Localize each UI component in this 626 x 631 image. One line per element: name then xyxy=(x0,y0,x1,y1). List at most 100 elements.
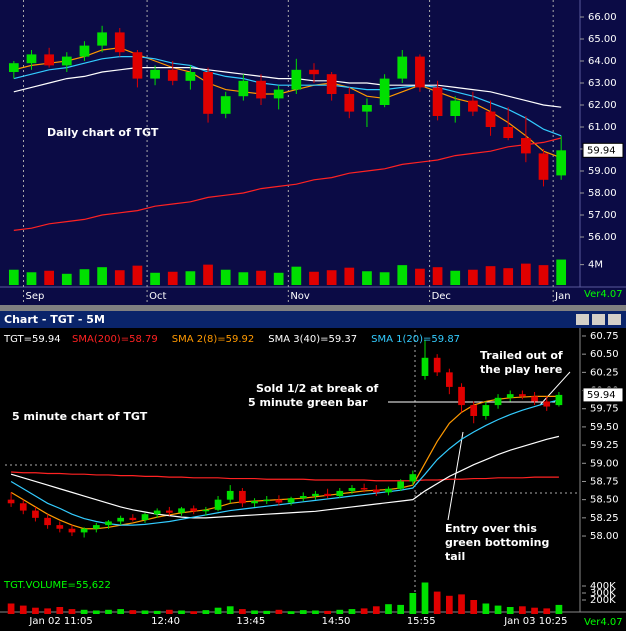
candle-body xyxy=(226,490,234,500)
note: green bottoming xyxy=(445,536,549,549)
y-tick-label: 58.00 xyxy=(588,188,617,199)
candle-body xyxy=(185,72,196,81)
volume-bar xyxy=(132,265,143,285)
volume-bar xyxy=(68,609,76,614)
volume-bar xyxy=(397,604,404,614)
moving-average xyxy=(13,137,562,231)
volume-bar xyxy=(362,271,372,285)
candle-body xyxy=(506,394,514,398)
volume-bar xyxy=(214,607,222,614)
candle-body xyxy=(397,56,408,79)
volume-bar xyxy=(494,605,502,614)
candle-body xyxy=(44,517,51,526)
last-price: 59.94 xyxy=(587,145,616,156)
volume-bar xyxy=(468,269,478,285)
window-header xyxy=(0,311,626,328)
volume-bar xyxy=(56,607,64,614)
candle-body xyxy=(421,357,429,376)
y-tick-label: 66.00 xyxy=(588,12,617,23)
volume-bar xyxy=(239,609,246,614)
candle-body xyxy=(97,32,107,46)
window-title: Chart - TGT - 5M xyxy=(4,313,105,326)
volume-bar xyxy=(538,265,549,285)
volume-bar xyxy=(415,268,425,285)
candle-body xyxy=(556,150,567,176)
volume-bar xyxy=(360,608,368,614)
x-tick-label: Dec xyxy=(432,291,451,302)
note: tail xyxy=(445,550,465,563)
volume-tick-label: 300K xyxy=(590,588,616,599)
candle-body xyxy=(519,394,526,397)
candle-body xyxy=(202,509,210,512)
candle-body xyxy=(8,63,19,72)
volume-bar xyxy=(97,267,107,285)
close-button[interactable] xyxy=(608,314,621,325)
y-tick-label: 59.50 xyxy=(590,422,619,433)
candle-body xyxy=(44,54,54,66)
x-tick-label: Jan 02 11:05 xyxy=(28,616,92,627)
candle-body xyxy=(543,401,551,407)
moving-average xyxy=(13,56,562,137)
volume-bar xyxy=(543,608,551,614)
annotation: Daily chart of TGT xyxy=(47,126,159,139)
intraday-panel xyxy=(0,311,626,631)
candle-body xyxy=(132,52,143,79)
volume-bar xyxy=(7,603,15,614)
volume-bar xyxy=(531,607,538,614)
volume-tick-label: 400K xyxy=(590,581,616,592)
x-tick-label: Jan 03 10:25 xyxy=(503,616,567,627)
minimize-button[interactable] xyxy=(576,314,589,325)
volume-bar xyxy=(251,610,258,614)
volume-bar xyxy=(336,609,344,614)
volume-bar xyxy=(287,611,295,614)
note-pointer xyxy=(447,431,464,521)
candle-body xyxy=(214,499,222,510)
legend-entry: SMA(200)=58.79 xyxy=(72,334,158,345)
candle-body xyxy=(238,80,249,97)
volume-bar xyxy=(226,606,234,614)
volume-bar xyxy=(44,608,51,614)
candle-body xyxy=(150,69,160,79)
y-tick-label: 62.00 xyxy=(588,100,617,111)
volume-bar xyxy=(153,610,161,614)
volume-bar xyxy=(458,594,465,614)
candle-body xyxy=(299,496,307,499)
maximize-button[interactable] xyxy=(592,314,605,325)
y-tick-label: 59.00 xyxy=(588,166,617,177)
x-tick-label: 14:50 xyxy=(322,616,351,627)
y-tick-label: 64.00 xyxy=(588,56,617,67)
candle-body xyxy=(80,528,88,533)
candle-body xyxy=(397,481,404,489)
volume-bar xyxy=(220,269,231,285)
candle-body xyxy=(336,490,344,497)
volume-label: TGT.VOLUME=55,622 xyxy=(3,580,111,591)
candle-body xyxy=(379,78,390,105)
volume-bar xyxy=(482,603,490,614)
x-tick-label: Oct xyxy=(149,291,166,302)
volume-bar xyxy=(506,607,514,614)
candle-body xyxy=(178,508,185,513)
candle-body xyxy=(372,489,380,493)
candle-body xyxy=(450,100,461,116)
candle-body xyxy=(7,499,15,504)
x-tick-label: Nov xyxy=(290,291,310,302)
volume-bar xyxy=(470,600,478,614)
volume-bar xyxy=(202,610,210,614)
candle-body xyxy=(251,501,258,504)
volume-bar xyxy=(450,270,461,285)
y-tick-label: 58.00 xyxy=(590,531,619,542)
version: Ver4.07 xyxy=(584,617,623,628)
volume-bar xyxy=(299,610,307,614)
candle-body xyxy=(385,488,392,493)
candle-body xyxy=(458,386,465,406)
volume-bar xyxy=(80,609,88,614)
candle-body xyxy=(79,45,90,57)
last-price-box xyxy=(582,142,624,158)
volume-bar xyxy=(433,591,441,614)
volume-bar xyxy=(372,606,380,614)
y-tick-label: 56.00 xyxy=(588,232,617,243)
candle-body xyxy=(256,80,266,99)
candle-body xyxy=(531,396,538,402)
y-tick-label: 57.00 xyxy=(588,210,617,221)
candle-body xyxy=(92,525,100,529)
